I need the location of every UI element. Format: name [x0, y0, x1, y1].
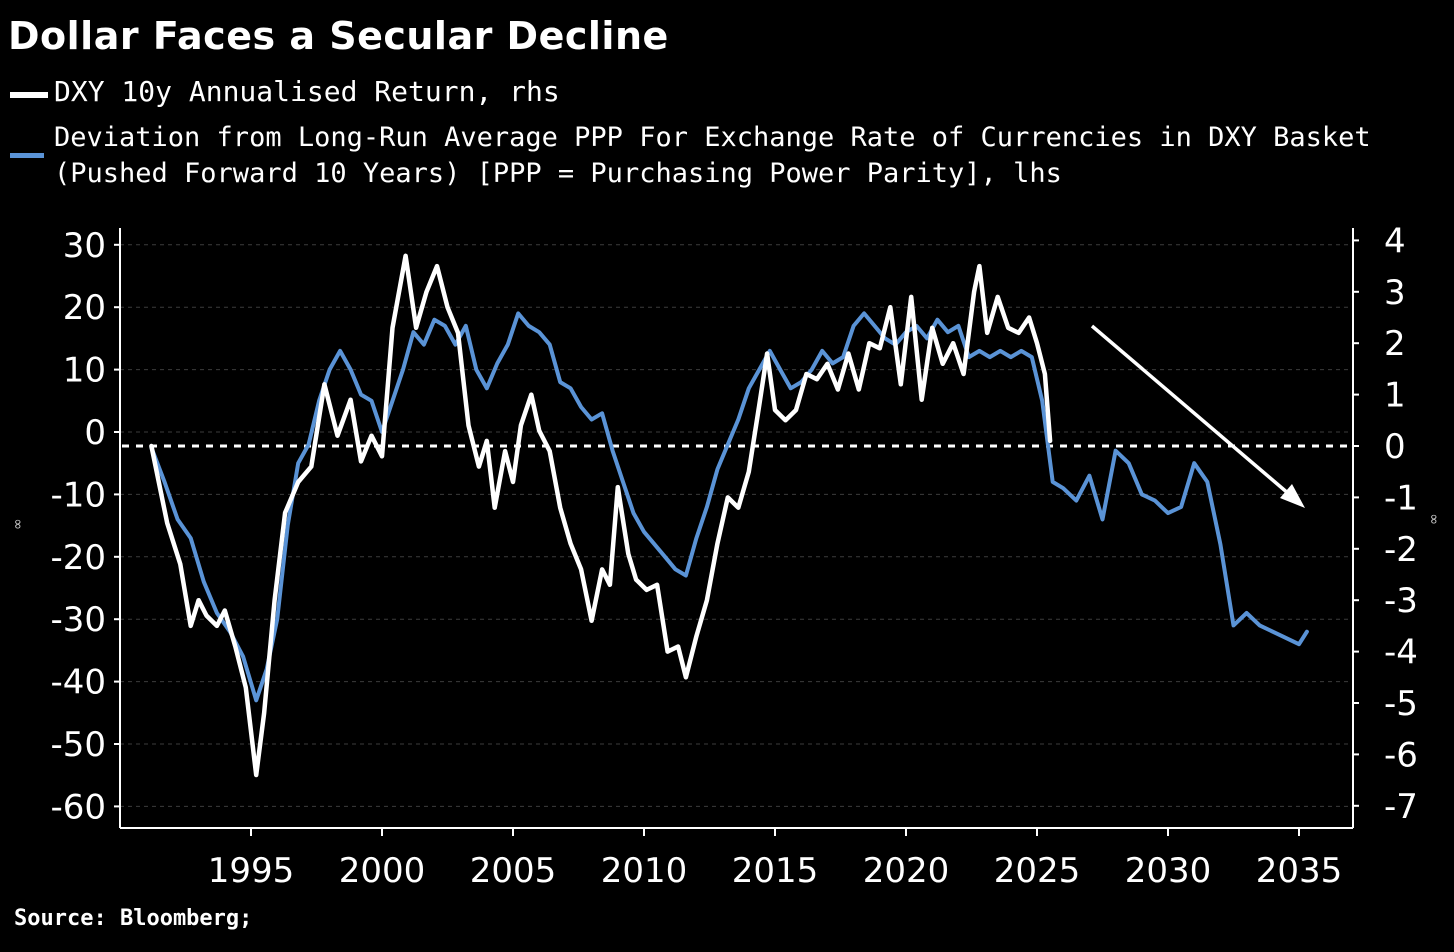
right-tick-label: 0 — [1384, 427, 1406, 467]
right-tick-label: 3 — [1384, 273, 1406, 313]
left-axis-marker-icon: ∞ — [10, 518, 26, 530]
legend-label-ppp-deviation: Deviation from Long-Run Average PPP For … — [54, 122, 1371, 189]
x-tick-label: 1995 — [208, 851, 295, 891]
left-tick-label: 20 — [63, 288, 106, 328]
right-tick-label: 4 — [1384, 221, 1406, 261]
right-tick-label: -7 — [1384, 787, 1418, 827]
series-lines — [149, 253, 1309, 778]
right-tick-label: -6 — [1384, 735, 1418, 775]
trend-arrow-head — [1280, 484, 1305, 508]
left-tick-label: 10 — [63, 351, 106, 391]
right-tick-label: -2 — [1384, 530, 1418, 570]
trend-arrow-shaft — [1090, 324, 1298, 502]
left-tick-label: -30 — [50, 600, 106, 640]
legend-label-dxy-return: DXY 10y Annualised Return, rhs — [54, 75, 560, 108]
x-tick-label: 2015 — [732, 851, 819, 891]
right-tick-label: -1 — [1384, 478, 1418, 518]
right-tick-label: 1 — [1384, 376, 1406, 416]
x-tick-label: 2010 — [601, 851, 688, 891]
left-tick-label: -50 — [50, 725, 106, 765]
left-tick-label: -60 — [50, 787, 106, 827]
left-tick-label: -20 — [50, 538, 106, 578]
left-tick-label: 30 — [63, 226, 106, 266]
x-tick-label: 2025 — [994, 851, 1081, 891]
chart-plot-area: 3020100-10-20-30-40-50-6043210-1-2-3-4-5… — [10, 221, 1442, 891]
source-note: Source: Bloomberg; — [14, 906, 253, 931]
right-tick-label: -3 — [1384, 581, 1418, 621]
left-tick-label: -10 — [50, 475, 106, 515]
chart-title: Dollar Faces a Secular Decline — [8, 14, 669, 58]
legend-swatch-white — [10, 92, 48, 98]
x-tick-label: 2030 — [1125, 851, 1212, 891]
grid-lines — [120, 244, 1353, 807]
legend-swatch-blue — [10, 153, 44, 158]
x-tick-label: 2020 — [863, 851, 950, 891]
x-tick-label: 2000 — [339, 851, 426, 891]
left-tick-label: -40 — [50, 663, 106, 703]
axis-ticks: 3020100-10-20-30-40-50-6043210-1-2-3-4-5… — [50, 221, 1417, 891]
right-axis-marker-icon: ∞ — [1426, 513, 1442, 525]
right-tick-label: -4 — [1384, 633, 1418, 673]
series-line-dxy-return — [149, 253, 1053, 778]
right-tick-label: 2 — [1384, 324, 1406, 364]
x-tick-label: 2005 — [470, 851, 557, 891]
left-tick-label: 0 — [84, 413, 106, 453]
right-tick-label: -5 — [1384, 684, 1418, 724]
x-tick-label: 2035 — [1256, 851, 1343, 891]
series-line-ppp-deviation — [149, 311, 1309, 703]
trend-arrow — [1090, 324, 1305, 508]
